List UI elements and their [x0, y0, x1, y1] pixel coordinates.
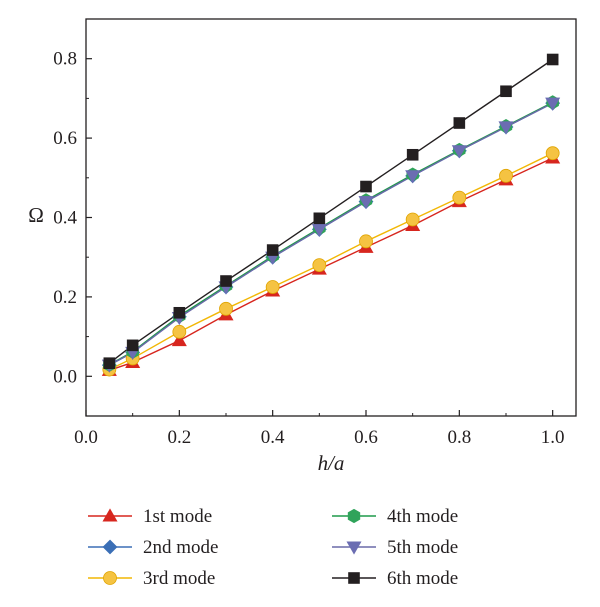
legend-marker	[348, 572, 360, 584]
x-axis-title: h/a	[318, 451, 345, 475]
y-tick-label: 0.0	[53, 366, 77, 387]
data-point-5th-mode	[498, 121, 514, 135]
x-tick-label: 1.0	[541, 427, 565, 448]
data-point-6th-mode	[546, 53, 559, 66]
legend-item-4th-mode: 4th mode	[332, 506, 458, 527]
legend-item-3rd-mode: 3rd mode	[88, 568, 215, 589]
legend-marker	[346, 541, 362, 555]
data-point-6th-mode	[453, 117, 466, 129]
legend-marker	[347, 508, 361, 524]
data-point-3rd-mode	[545, 146, 560, 161]
legend-label: 1st mode	[143, 506, 212, 527]
series-line-4th-mode	[108, 101, 553, 366]
data-point-6th-mode	[313, 212, 326, 225]
y-tick-label: 0.2	[53, 287, 77, 308]
legend-item-2nd-mode: 2nd mode	[88, 537, 218, 558]
data-point-6th-mode	[406, 148, 419, 161]
data-point-6th-mode	[500, 85, 512, 98]
x-tick-label: 0.6	[354, 427, 378, 448]
data-point-6th-mode	[266, 244, 279, 256]
data-point-5th-mode	[405, 170, 421, 184]
x-tick-label: 0.2	[167, 427, 191, 448]
x-tick-label: 0.4	[261, 427, 285, 448]
plot-area: 0.0 0.2 0.4 0.6 0.8 1.0 0.0 0.2 0.4 0.6 0.8	[53, 18, 577, 448]
data-point-5th-mode	[451, 145, 467, 159]
series-line-5th-mode	[108, 102, 553, 366]
legend-item-6th-mode: 6th mode	[332, 568, 458, 589]
x-tick-label: 0.8	[447, 427, 471, 448]
data-point-5th-mode	[545, 97, 561, 111]
data-point-3rd-mode	[452, 190, 467, 205]
data-point-3rd-mode	[219, 301, 233, 316]
data-point-5th-mode	[311, 223, 327, 238]
series-line-2nd-mode	[108, 102, 553, 366]
y-tick-label: 0.6	[53, 128, 77, 149]
legend-label: 3rd mode	[143, 568, 215, 589]
legend-label: 2nd mode	[143, 537, 218, 558]
legend-item-5th-mode: 5th mode	[332, 537, 458, 558]
legend-marker	[103, 571, 117, 585]
data-point-5th-mode	[358, 196, 374, 210]
legend-label: 4th mode	[387, 506, 458, 527]
data-point-1st-mode	[171, 332, 187, 347]
data-point-3rd-mode	[359, 234, 373, 249]
series-lines	[108, 58, 554, 372]
data-point-3rd-mode	[499, 168, 513, 183]
data-point-3rd-mode	[405, 212, 420, 227]
data-point-6th-mode	[126, 339, 139, 352]
legend-label: 6th mode	[387, 568, 458, 589]
data-point-3rd-mode	[172, 324, 187, 339]
data-point-3rd-mode	[312, 258, 327, 273]
y-tick-label: 0.4	[53, 208, 77, 229]
data-point-6th-mode	[220, 275, 232, 287]
data-point-6th-mode	[173, 306, 186, 319]
data-point-6th-mode	[103, 357, 116, 369]
plot-frame	[85, 18, 577, 417]
legend: 1st mode 2nd mode 3rd mode 4th mode 5th mode…	[88, 506, 458, 589]
data-point-3rd-mode	[265, 280, 280, 294]
legend-item-1st-mode: 1st mode	[88, 506, 212, 527]
series-line-1st-mode	[109, 157, 553, 372]
x-tick-label: 0.0	[74, 427, 98, 448]
legend-marker	[102, 508, 118, 522]
y-axis-title: Ω	[28, 203, 44, 227]
y-axis-ticks: 0.0 0.2 0.4 0.6 0.8	[53, 49, 92, 417]
data-point-6th-mode	[360, 180, 372, 193]
x-axis-ticks: 0.0 0.2 0.4 0.6 0.8 1.0	[74, 410, 565, 448]
legend-label: 5th mode	[387, 537, 458, 558]
y-tick-label: 0.8	[53, 49, 77, 70]
legend-marker	[102, 539, 118, 555]
series-markers	[101, 53, 561, 377]
